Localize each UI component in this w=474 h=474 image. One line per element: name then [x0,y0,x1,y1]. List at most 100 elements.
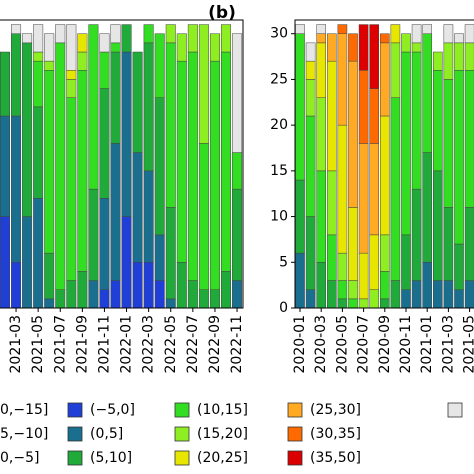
bar-segment [316,262,327,309]
bar-segment [411,280,422,309]
bar-segment [110,42,121,53]
bar-segment [77,33,88,53]
legend-label: (10,15] [197,402,248,418]
bar-segment [432,51,443,71]
x-tick-label: 2022-11 [229,315,245,374]
panel-title: (b) [208,3,236,23]
bar-segment [443,24,454,44]
bar-segment [348,33,358,62]
bar-segment [316,170,327,263]
bar-segment [443,42,454,80]
bar-segment [44,33,55,62]
bar-segment [66,280,77,309]
x-tick-label: 2020-11 [398,315,414,374]
legend-swatch [174,450,190,466]
x-tick-label: 2021-05 [30,315,46,374]
bar-segment [99,33,110,53]
bar-segment [464,42,474,71]
bar-segment [337,124,348,254]
bar-segment [198,289,209,309]
bar-segment [379,271,390,300]
y-tick-label: 20 [270,117,288,133]
x-tick-label: 2020-01 [292,315,308,374]
legend-swatch [67,402,83,418]
bar-segment [401,51,411,236]
bar-segment [44,252,55,300]
bar-segment [99,198,110,290]
bar-segment [77,271,88,309]
x-tick-label: 2022-05 [163,315,179,374]
bar-segment [348,298,358,309]
x-tick-label: 2022-01 [119,315,135,374]
bar-segment [198,24,209,144]
x-tick-label: 2021-07 [52,315,68,374]
bar-segment [369,24,380,89]
bar-segment [358,252,369,300]
bar-segment [77,70,88,272]
bar-segment [132,51,143,153]
bar-segment [464,280,474,309]
bar-segment [66,79,77,98]
bar-segment [187,280,198,309]
legend-label: 0,−15] [0,402,48,418]
bar-segment [422,33,433,153]
bar-segment [305,216,316,290]
bar-segment [55,289,66,309]
legend-label: (20,25] [197,450,248,466]
x-tick-label: 2021-05 [462,315,474,374]
bar-segment [379,115,390,236]
bar-segment [88,280,99,309]
y-tick-label: 5 [279,254,288,270]
bar-segment [198,143,209,290]
bar-segment [295,24,305,34]
bar-segment [337,252,348,281]
bar-segment [176,60,187,263]
legend-swatch [287,402,303,418]
bar-segment [176,262,187,309]
bar-segment [454,33,464,44]
bar-segment [110,280,121,309]
bar-segment [295,252,305,309]
bar-segment [326,33,337,62]
plot-frame [0,19,244,309]
bar-segment [443,207,454,281]
bar-segment [316,97,327,172]
x-tick-label: 2021-11 [96,315,112,374]
bar-segment [326,60,337,172]
bar-segment [411,188,422,281]
bar-segment [154,234,165,281]
bar-segment [99,88,110,199]
bar-segment [132,152,143,263]
bar-segment [33,106,44,199]
bar-segment [390,97,401,281]
bar-segment [326,280,337,309]
bar-segment [33,51,44,62]
y-tick-label: 10 [270,209,288,225]
bar-segment [209,33,220,62]
bar-segment [11,24,22,34]
bar-segment [379,33,390,44]
bar-segment [464,207,474,281]
bar-segment [209,289,220,309]
legend-swatch [67,426,83,442]
bar-segment [369,143,380,236]
bar-segment [66,97,77,281]
bar-segment [443,280,454,309]
bar-segment [316,24,327,34]
legend-label: 5,−10] [0,426,48,442]
bar-segment [44,298,55,309]
bar-segment [66,70,77,80]
bar-segment [99,289,110,309]
bar-segment [11,33,22,117]
bar-segment [454,70,464,245]
bar-segment [432,70,443,172]
bar-segment [305,289,316,309]
bar-segment [432,170,443,281]
legend-label: (25,30] [310,402,361,418]
x-tick-label: 2021-01 [419,315,435,374]
bar-segment [22,216,33,309]
bar-segment [464,24,474,44]
bar-segment [176,33,187,62]
bar-segment [22,33,33,44]
